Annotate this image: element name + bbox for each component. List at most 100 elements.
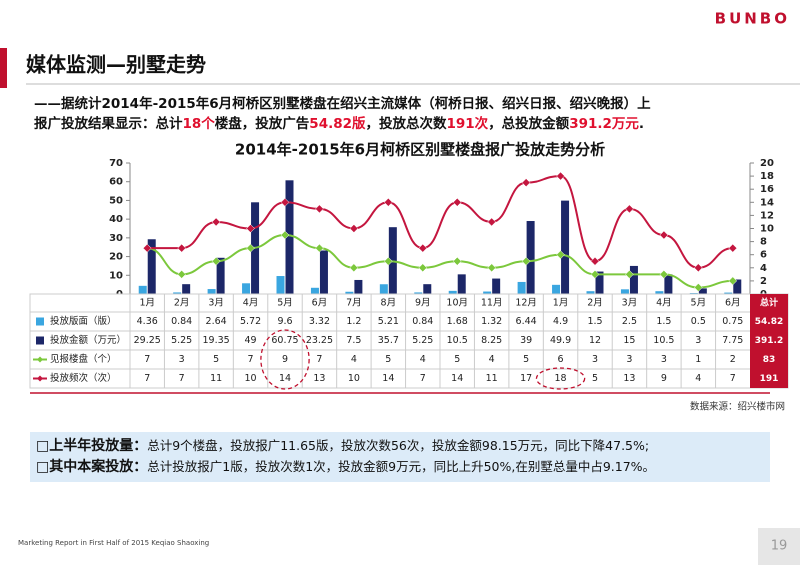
line-marker [142, 243, 152, 253]
bar [483, 291, 492, 294]
table-value: 1.2 [346, 316, 361, 327]
table-value: 11 [210, 373, 222, 384]
table-value: 14 [382, 373, 394, 384]
table-value: 18 [555, 373, 567, 384]
table-value: 9 [282, 354, 288, 365]
line-marker [521, 256, 531, 266]
table-value: 0.84 [412, 316, 433, 327]
table-value: 14 [279, 373, 291, 384]
table-value: 3 [661, 354, 667, 365]
line-marker [659, 230, 669, 240]
table-value: 1.5 [587, 316, 602, 327]
table-value: 4 [420, 354, 426, 365]
y2-tick-label: 6 [760, 250, 767, 261]
line-marker [487, 263, 497, 273]
bar [207, 289, 216, 294]
summary-highlight: 391.2万元 [569, 116, 639, 132]
line-marker [280, 197, 290, 207]
summary-text: 楼盘，投放广告 [215, 115, 310, 132]
y-tick-label: 30 [109, 233, 123, 244]
bar [285, 180, 294, 294]
line-marker [487, 217, 497, 227]
table-value: 7.5 [346, 335, 361, 346]
table-value: 15 [623, 335, 635, 346]
summary-line: ——据统计2014年-2015年6月柯桥区别墅楼盘在绍兴主流媒体（柯桥日报、绍兴… [34, 95, 651, 112]
table-value: 1.68 [447, 316, 468, 327]
table-value: 23.25 [306, 335, 333, 346]
line-marker [418, 263, 428, 273]
legend-label: 见报楼盘（个） [50, 353, 117, 365]
table-value: 8.25 [481, 335, 502, 346]
summary-highlight: 18个 [183, 116, 216, 132]
table-value: 5 [592, 373, 598, 384]
x-tick-label: 9月 [415, 298, 431, 309]
line-marker [211, 256, 221, 266]
table-value: 0.84 [171, 316, 192, 327]
x-tick-label: 10月 [446, 298, 468, 309]
summary-line: 报广投放结果显示：总计18个楼盘，投放广告54.82版，投放总次数191次，总投… [34, 115, 644, 132]
table-value: 7 [316, 354, 322, 365]
line-marker [590, 269, 600, 279]
x-tick-label: 1月 [139, 298, 155, 309]
note: □其中本案投放：总计投放报广1版，投放次数1次，投放金额9万元，同比上升50%,… [36, 458, 655, 475]
bar [655, 291, 664, 294]
table-value: 4 [695, 373, 701, 384]
x-tick-label: 11月 [481, 298, 503, 309]
table-value: 4.9 [553, 316, 568, 327]
table-value: 7 [144, 373, 150, 384]
table-value: 5 [385, 354, 391, 365]
bar [620, 289, 629, 294]
total-value: 391.2 [755, 336, 783, 346]
footer: Marketing Report in First Half of 2015 K… [18, 539, 209, 547]
series-line [147, 234, 733, 289]
line-marker [556, 171, 565, 181]
total-value: 54.82 [755, 317, 783, 327]
note-text: 总计9个楼盘，投放报广11.65版，投放次数56次，投放金额98.15万元，同比… [147, 438, 649, 453]
legend-swatch [36, 317, 44, 326]
bar [319, 250, 328, 294]
table-value: 1.32 [481, 316, 502, 327]
table-value: 13 [313, 373, 325, 384]
table-value: 6 [558, 354, 564, 365]
x-tick-label: 6月 [312, 298, 328, 309]
bar [586, 291, 595, 294]
title: 媒体监测—别墅走势 [26, 53, 206, 77]
y2-tick-label: 20 [760, 158, 774, 169]
line-marker [625, 269, 634, 279]
line-marker [177, 243, 187, 253]
table-value: 29.25 [134, 335, 161, 346]
line-marker [315, 204, 324, 214]
table-value: 35.7 [378, 335, 399, 346]
bar [138, 285, 147, 294]
summary-text: 报广投放结果显示：总计 [34, 115, 183, 132]
table-value: 7.75 [722, 335, 743, 346]
y2-tick-label: 16 [760, 184, 774, 195]
bar [379, 284, 388, 294]
table-value: 13 [623, 373, 635, 384]
summary-text: . [639, 116, 644, 132]
bar [242, 283, 251, 294]
summary-highlight: 54.82版 [309, 115, 366, 132]
x-tick-label: 3月 [208, 298, 224, 309]
bar [724, 292, 733, 294]
y2-tick-label: 10 [760, 224, 774, 235]
y-tick-label: 50 [109, 195, 123, 206]
line-marker [452, 197, 462, 207]
table-value: 5.72 [240, 316, 261, 327]
line-marker [383, 197, 393, 207]
logo: BUNBO [715, 10, 790, 28]
x-tick-label: 3月 [622, 298, 638, 309]
y2-tick-label: 14 [760, 197, 774, 208]
table-value: 10 [348, 373, 360, 384]
legend-label: 投放金额（万元） [50, 334, 126, 346]
table-bg [29, 293, 789, 389]
notes-box [30, 432, 770, 482]
note-label: □上半年投放量： [36, 437, 147, 454]
table-value: 17 [520, 373, 532, 384]
bar [173, 292, 182, 294]
bar [552, 284, 561, 294]
line-marker [659, 269, 669, 279]
table-value: 7 [179, 373, 185, 384]
